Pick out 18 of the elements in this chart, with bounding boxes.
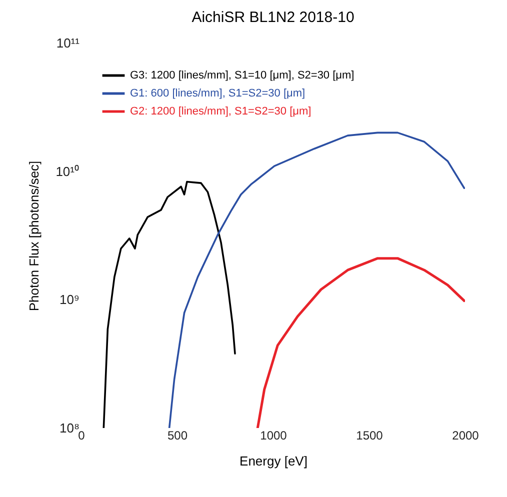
x-tick-label: 500 xyxy=(167,428,188,442)
y-tick-label: 10⁹ xyxy=(59,292,80,308)
y-tick-label: 10¹¹ xyxy=(56,36,80,50)
x-axis-title: Energy [eV] xyxy=(240,454,308,468)
line-series xyxy=(102,180,236,428)
legend-label: G2: 1200 [lines/mm], S1=S2=30 [μm] xyxy=(130,106,312,118)
x-tick-label: 1000 xyxy=(260,428,288,442)
chart-title: AichiSR BL1N2 2018-10 xyxy=(192,9,354,26)
x-tick-label: 1500 xyxy=(356,428,384,442)
x-tick-label: 0 xyxy=(78,428,86,442)
line-series xyxy=(256,257,465,428)
legend-label: G3: 1200 [lines/mm], S1=10 [μm], S2=30 [μm] xyxy=(130,70,354,82)
y-axis-title: Photon Flux [photons/sec] xyxy=(26,160,42,312)
x-tick-label: 2000 xyxy=(452,428,480,442)
y-tick-label: 10¹⁰ xyxy=(56,164,80,179)
line-series xyxy=(168,132,465,428)
legend-label: G1: 600 [lines/mm], S1=S2=30 [μm] xyxy=(130,88,306,100)
y-tick-label: 10⁸ xyxy=(60,420,80,436)
